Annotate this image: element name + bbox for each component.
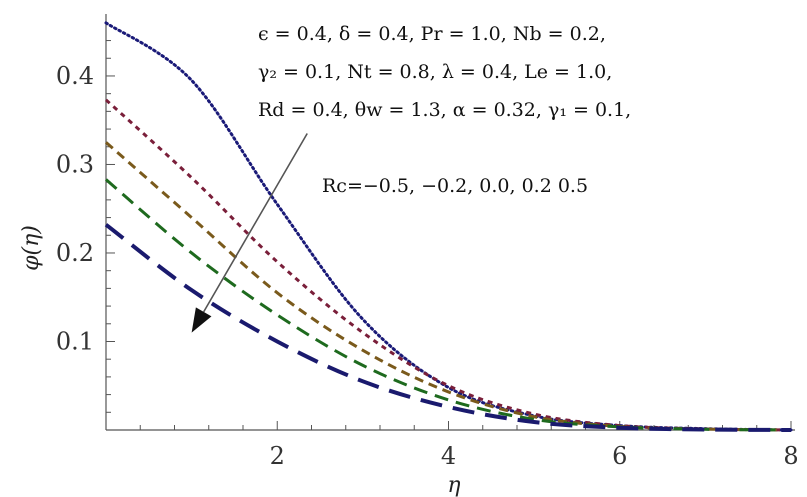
- y-tick-label: 0.2: [56, 239, 94, 267]
- arrow-head: [191, 307, 212, 333]
- y-tick-label: 0.3: [56, 150, 94, 178]
- x-axis-title: η: [447, 473, 460, 497]
- x-tick-label: 4: [441, 442, 456, 470]
- x-tick-label: 6: [612, 442, 627, 470]
- arrow-shaft: [202, 133, 308, 313]
- parameter-line-1: ϵ = 0.4, δ = 0.4, Pr = 1.0, Nb = 0.2,: [258, 23, 606, 45]
- x-tick-label: 2: [270, 442, 285, 470]
- series-line-5: [104, 223, 792, 432]
- series-line-2: [104, 98, 792, 432]
- axes: 2 4 6 8 0.1 0.2 0.3 0.4: [56, 14, 799, 470]
- parameter-line-2: γ₂ = 0.1, Nt = 0.8, λ = 0.4, Le = 1.0,: [258, 61, 612, 83]
- y-tick-label: 0.4: [56, 62, 94, 90]
- parameter-block: ϵ = 0.4, δ = 0.4, Pr = 1.0, Nb = 0.2, γ₂…: [258, 23, 631, 121]
- series-line-1: [104, 21, 793, 432]
- series-line-3: [105, 141, 792, 432]
- series-layer: [104, 21, 793, 432]
- parameter-line-3: Rd = 0.4, θw = 1.3, α = 0.32, γ₁ = 0.1,: [258, 99, 631, 121]
- series-line-4: [105, 178, 792, 432]
- x-tick-label: 8: [783, 442, 798, 470]
- y-tick-label: 0.1: [56, 327, 94, 355]
- y-axis-title: φ(η): [19, 225, 44, 271]
- rc-annotation: Rc=−0.5, −0.2, 0.0, 0.2 0.5: [322, 175, 588, 197]
- annotation-layer: Rc=−0.5, −0.2, 0.0, 0.2 0.5: [191, 133, 588, 333]
